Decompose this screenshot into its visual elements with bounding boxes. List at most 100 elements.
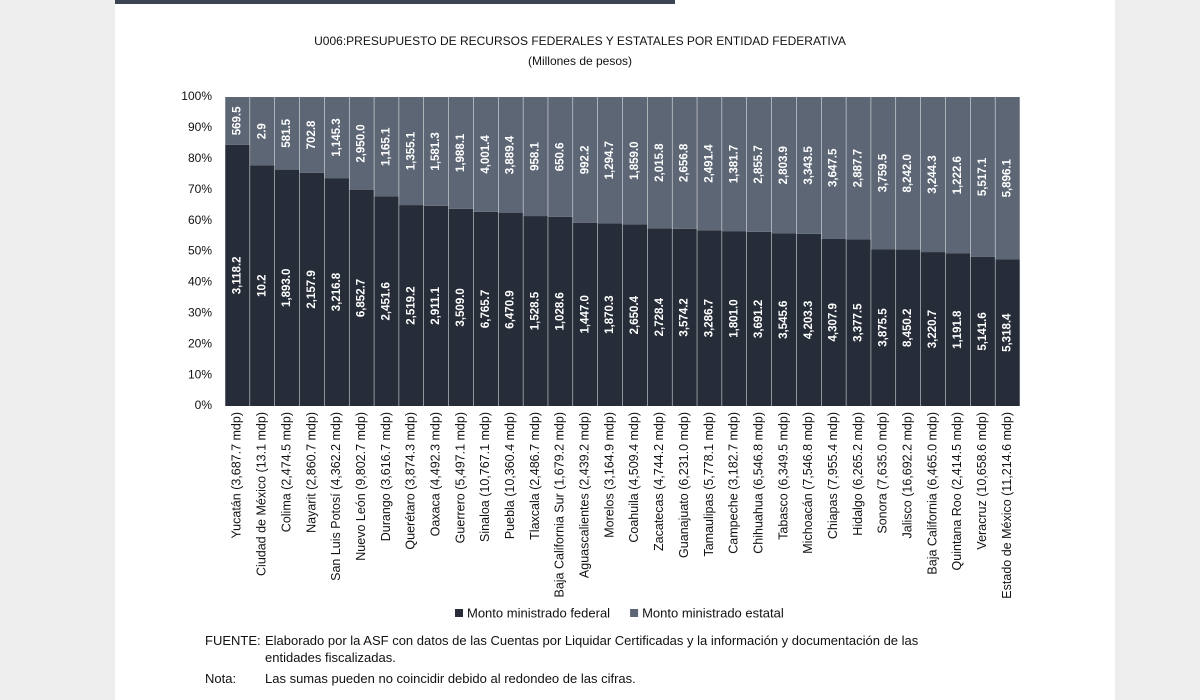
y-tick-label: 0%: [195, 398, 213, 412]
value-label: 6,765.7: [480, 290, 492, 328]
x-tick-label: Morelos (3,164.9 mdp): [602, 412, 616, 538]
value-label: 1,028.6: [554, 292, 566, 330]
y-tick-label: 40%: [188, 275, 212, 289]
bar-segment: [647, 97, 672, 229]
value-label: 4,307.9: [828, 303, 840, 341]
bar-segment: [746, 231, 772, 406]
bar-segment: [498, 97, 523, 214]
note: Nota: Las sumas pueden no coincidir debid…: [205, 670, 965, 687]
value-label: 2,887.7: [853, 149, 865, 187]
value-label: 2,950.0: [356, 124, 368, 162]
bar-segment: [796, 97, 822, 234]
bar-segment: [697, 230, 722, 406]
bar-segment: [896, 97, 921, 250]
x-tick-label: Nayarit (2,860.7 mdp): [304, 412, 318, 533]
bar-segment: [374, 196, 399, 406]
bar-segment: [523, 216, 548, 406]
value-label: 1,447.0: [579, 295, 591, 333]
value-label: 3,691.2: [753, 300, 765, 338]
bar-segment: [548, 97, 573, 217]
value-label: 3,343.5: [803, 146, 815, 185]
value-label: 6,852.7: [356, 279, 368, 317]
bar-segment: [597, 223, 623, 406]
bar-segment: [945, 253, 971, 406]
bar-segment: [250, 97, 275, 166]
bar-segment: [846, 97, 871, 240]
y-tick-label: 90%: [188, 120, 212, 134]
bar-segment: [647, 228, 672, 406]
bar-segment: [399, 205, 424, 406]
value-label: 3,118.2: [231, 256, 243, 294]
y-tick-label: 50%: [188, 244, 212, 258]
value-label: 1,581.3: [430, 132, 442, 170]
x-tick-label: Chihuahua (6,546.8 mdp): [751, 412, 765, 554]
value-label: 5,141.6: [977, 312, 989, 350]
legend-label: Monto ministrado federal: [467, 605, 610, 620]
top-bar: [115, 0, 675, 4]
value-label: 3,509.0: [455, 288, 467, 326]
bar-segment: [896, 249, 921, 406]
value-label: 2,656.8: [679, 143, 691, 182]
value-label: 2,451.6: [381, 282, 393, 320]
note-label: Nota:: [205, 671, 237, 686]
x-tick-label: Sinaloa (10,767.1 mdp): [478, 412, 492, 542]
x-tick-label: Baja California (6,465.0 mdp): [925, 412, 939, 575]
value-label: 3,647.5: [828, 148, 840, 187]
x-tick-label: Durango (3,616.7 mdp): [379, 412, 393, 541]
value-label: 1,859.0: [629, 142, 641, 180]
bar-segment: [871, 249, 896, 406]
value-label: 2,157.9: [306, 270, 318, 308]
value-label: 8,450.2: [902, 309, 914, 347]
value-label: 5,318.4: [1002, 313, 1014, 352]
bar-segment: [771, 97, 797, 234]
bar-segment: [871, 97, 896, 250]
value-label: 958.1: [530, 142, 542, 171]
bar-segment: [746, 97, 772, 232]
bar-segment: [399, 97, 424, 206]
bar-segment: [995, 259, 1020, 406]
bar-segment: [448, 97, 474, 209]
x-tick-label: Puebla (10,360.4 mdp): [503, 412, 517, 539]
value-label: 992.2: [579, 145, 591, 174]
value-label: 3,216.8: [331, 272, 343, 311]
value-label: 1,145.3: [331, 118, 343, 156]
value-label: 1,870.3: [604, 296, 616, 334]
bar-segment: [423, 205, 449, 406]
bar-segment: [597, 97, 623, 224]
value-label: 3,875.5: [877, 308, 889, 347]
bar-segment: [970, 256, 995, 406]
value-label: 6,470.9: [505, 290, 517, 328]
value-label: 3,244.3: [927, 155, 939, 193]
bar-segment: [573, 222, 598, 406]
value-label: 5,517.1: [977, 157, 989, 196]
value-label: 1,294.7: [604, 141, 616, 179]
value-label: 2,911.1: [430, 286, 442, 324]
x-tick-label: Coahuila (4,509.4 mdp): [627, 412, 641, 543]
legend-swatch: [630, 609, 639, 617]
value-label: 3,545.6: [778, 301, 790, 339]
bar-segment: [722, 97, 747, 232]
bar-segment: [573, 97, 598, 223]
value-label: 2,728.4: [654, 297, 666, 336]
value-label: 1,893.0: [281, 269, 293, 307]
value-label: 1,801.0: [728, 299, 740, 337]
value-label: 2,855.7: [753, 145, 765, 183]
bar-segment: [299, 172, 325, 406]
value-label: 2,491.4: [703, 144, 715, 183]
value-label: 1,355.1: [405, 131, 417, 170]
x-tick-label: Sonora (7,635.0 mdp): [876, 412, 890, 534]
value-label: 4,203.3: [803, 301, 815, 339]
x-tick-label: Chiapas (7,955.4 mdp): [826, 412, 840, 539]
value-label: 1,165.1: [381, 127, 393, 166]
value-label: 3,286.7: [703, 299, 715, 337]
bar-segment: [622, 224, 648, 406]
value-label: 3,759.5: [877, 153, 889, 192]
bar-segment: [672, 97, 697, 229]
value-label: 650.6: [554, 142, 566, 171]
y-tick-label: 100%: [181, 89, 212, 103]
bar-segment: [473, 211, 499, 406]
value-label: 1,988.1: [455, 133, 467, 172]
bar-segment: [796, 233, 822, 406]
bar-segment: [225, 97, 250, 145]
